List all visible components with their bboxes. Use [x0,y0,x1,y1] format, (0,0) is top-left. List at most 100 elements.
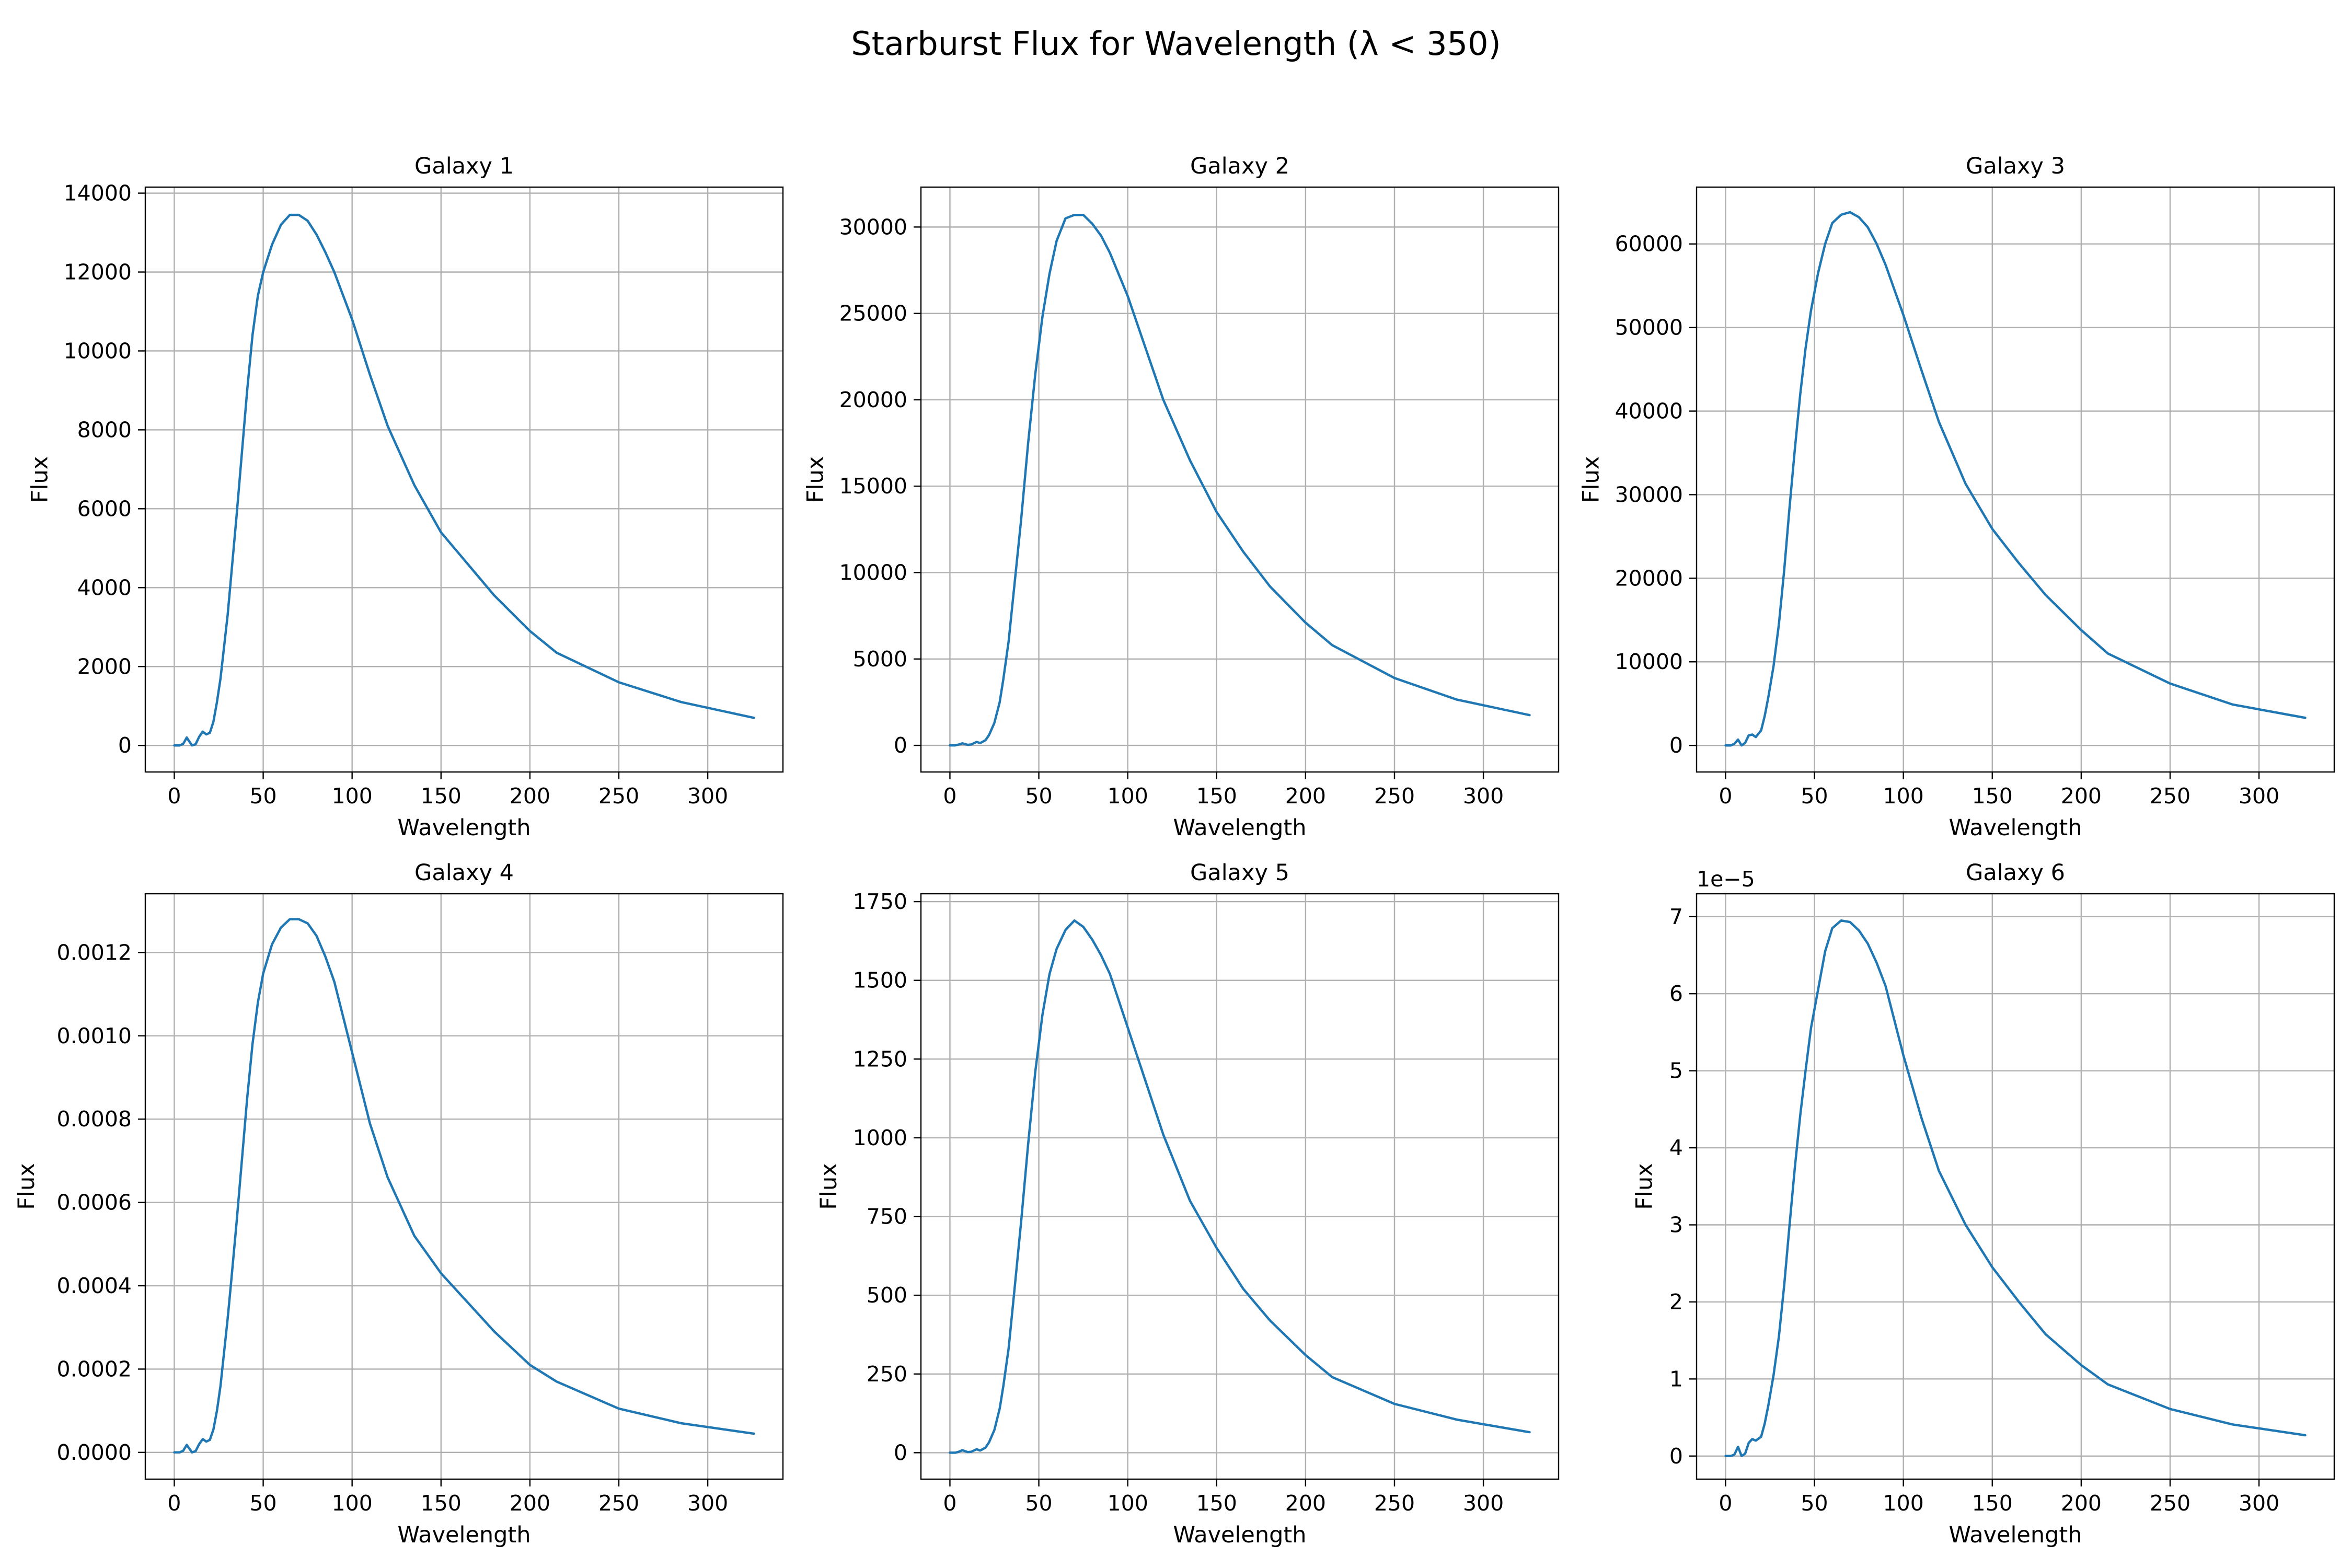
y-tick-label: 5000 [853,647,907,672]
y-tick-label: 3 [1669,1212,1683,1237]
y-tick-label: 2000 [77,654,132,679]
y-tick-label: 0.0004 [57,1273,132,1298]
x-tick-label: 0 [167,783,181,809]
y-tick-label: 1 [1669,1366,1683,1391]
x-tick-label: 250 [1374,1491,1415,1516]
y-tick-label: 14000 [64,181,132,206]
x-tick-label: 0 [1719,783,1732,809]
subplot-title: Galaxy 3 [1966,153,2065,179]
y-tick-label: 1500 [853,968,907,993]
x-tick-label: 100 [332,783,373,809]
x-tick-label: 250 [598,1491,639,1516]
y-offset-label: 1e−5 [1697,867,1755,892]
flux-line [173,213,755,747]
subplot-title: Galaxy 2 [1190,153,1289,179]
y-tick-label: 0.0006 [57,1190,132,1215]
x-tick-label: 100 [1108,1491,1148,1516]
subplot-grid: 0 50 100 150 200 250 3000200040006000800010000… [14,153,2335,1548]
x-tick-label: 300 [687,1491,728,1516]
x-axis-label: Wavelength [397,815,531,841]
y-tick-label: 500 [867,1283,907,1308]
y-tick-label: 6000 [77,496,132,521]
y-tick-label: 1250 [853,1046,907,1071]
x-tick-label: 150 [1196,783,1237,809]
subplot-6: 0 50 100 150 200 250 300 0 1 2 3 4 5 6 7 1e−5 Galaxy 6 Wa… [1632,860,2335,1548]
y-axis-label: Flux [803,456,829,503]
x-axis-label: Wavelength [1173,1522,1306,1548]
flux-line [949,919,1531,1454]
y-tick-label: 10000 [64,338,132,363]
y-tick-label: 0 [894,733,907,758]
subplot-2: 0 50 100 150 200 250 300 0 5000 10000 15000 20000 25… [803,153,1560,841]
flux-line [173,918,755,1454]
axes-frame [1696,893,2335,1480]
subplot-1: 0 50 100 150 200 250 300 0 2000 4000 6000 8000 10000… [27,153,784,841]
x-tick-label: 100 [332,1491,373,1516]
y-tick-label: 250 [867,1362,907,1387]
y-tick-label: 5 [1669,1058,1683,1083]
y-tick-label: 0 [894,1440,907,1465]
y-tick-label: 40000 [1615,399,1683,424]
y-tick-label: 4 [1669,1135,1683,1160]
y-tick-label: 15000 [839,474,907,499]
figure-suptitle: Starburst Flux for Wavelength (λ < 350) [851,25,1501,63]
x-tick-label: 50 [1801,1491,1828,1516]
x-tick-label: 300 [1463,1491,1504,1516]
x-tick-label: 200 [2061,783,2102,809]
y-axis-label: Flux [1632,1163,1658,1209]
y-axis-label: Flux [1578,456,1605,503]
x-tick-label: 50 [1801,783,1828,809]
x-tick-label: 250 [2150,1491,2190,1516]
y-tick-label: 30000 [839,214,907,239]
y-tick-label: 60000 [1615,232,1683,257]
subplot-title: Galaxy 6 [1966,860,2065,886]
subplot-5: 0 50 100 150 200 250 300 0 250 500 750 1000 1250 1500… [816,860,1560,1548]
subplot-title: Galaxy 5 [1190,860,1289,886]
y-tick-label: 0.0002 [57,1356,132,1381]
x-tick-label: 200 [510,1491,550,1516]
x-tick-label: 150 [1972,783,2013,809]
x-axis-label: Wavelength [1949,815,2082,841]
y-tick-label: 20000 [1615,566,1683,591]
x-tick-label: 0 [943,783,956,809]
flux-line [1724,211,2307,747]
y-tick-label: 30000 [1615,482,1683,507]
y-tick-label: 10000 [1615,649,1683,674]
y-tick-label: 50000 [1615,315,1683,340]
y-tick-label: 750 [867,1204,907,1229]
y-tick-label: 0.0000 [57,1440,132,1465]
subplot-3: 0 50 100 150 200 250 300 0 10000 20000 30000 40000 5… [1578,153,2335,841]
y-axis-label: Flux [816,1163,842,1209]
y-tick-label: 0.0012 [57,940,132,965]
y-axis-label: Flux [14,1163,40,1209]
x-tick-label: 0 [943,1491,956,1516]
x-axis-label: Wavelength [1173,815,1306,841]
x-tick-label: 300 [687,783,728,809]
y-tick-label: 12000 [64,259,132,284]
flux-line [1724,919,2307,1458]
subplot-title: Galaxy 4 [414,860,514,886]
flux-line [949,213,1531,747]
x-tick-label: 200 [1285,783,1326,809]
x-tick-label: 50 [1025,783,1052,809]
y-tick-label: 1750 [853,889,907,914]
x-tick-label: 200 [2061,1491,2102,1516]
x-tick-label: 300 [2239,783,2279,809]
y-tick-label: 8000 [77,417,132,442]
y-tick-label: 7 [1669,904,1683,929]
x-tick-label: 50 [249,783,276,809]
x-axis-label: Wavelength [1949,1522,2082,1548]
subplot-title: Galaxy 1 [414,153,514,179]
x-tick-label: 150 [421,783,462,809]
axes-frame [920,893,1560,1480]
x-tick-label: 0 [167,1491,181,1516]
y-tick-label: 0 [118,733,132,758]
x-tick-label: 0 [1719,1491,1732,1516]
axes-frame [144,186,784,773]
x-tick-label: 50 [249,1491,276,1516]
x-tick-label: 100 [1883,783,1924,809]
y-tick-label: 0.0008 [57,1106,132,1132]
y-tick-label: 2 [1669,1289,1683,1315]
y-tick-label: 10000 [839,560,907,585]
